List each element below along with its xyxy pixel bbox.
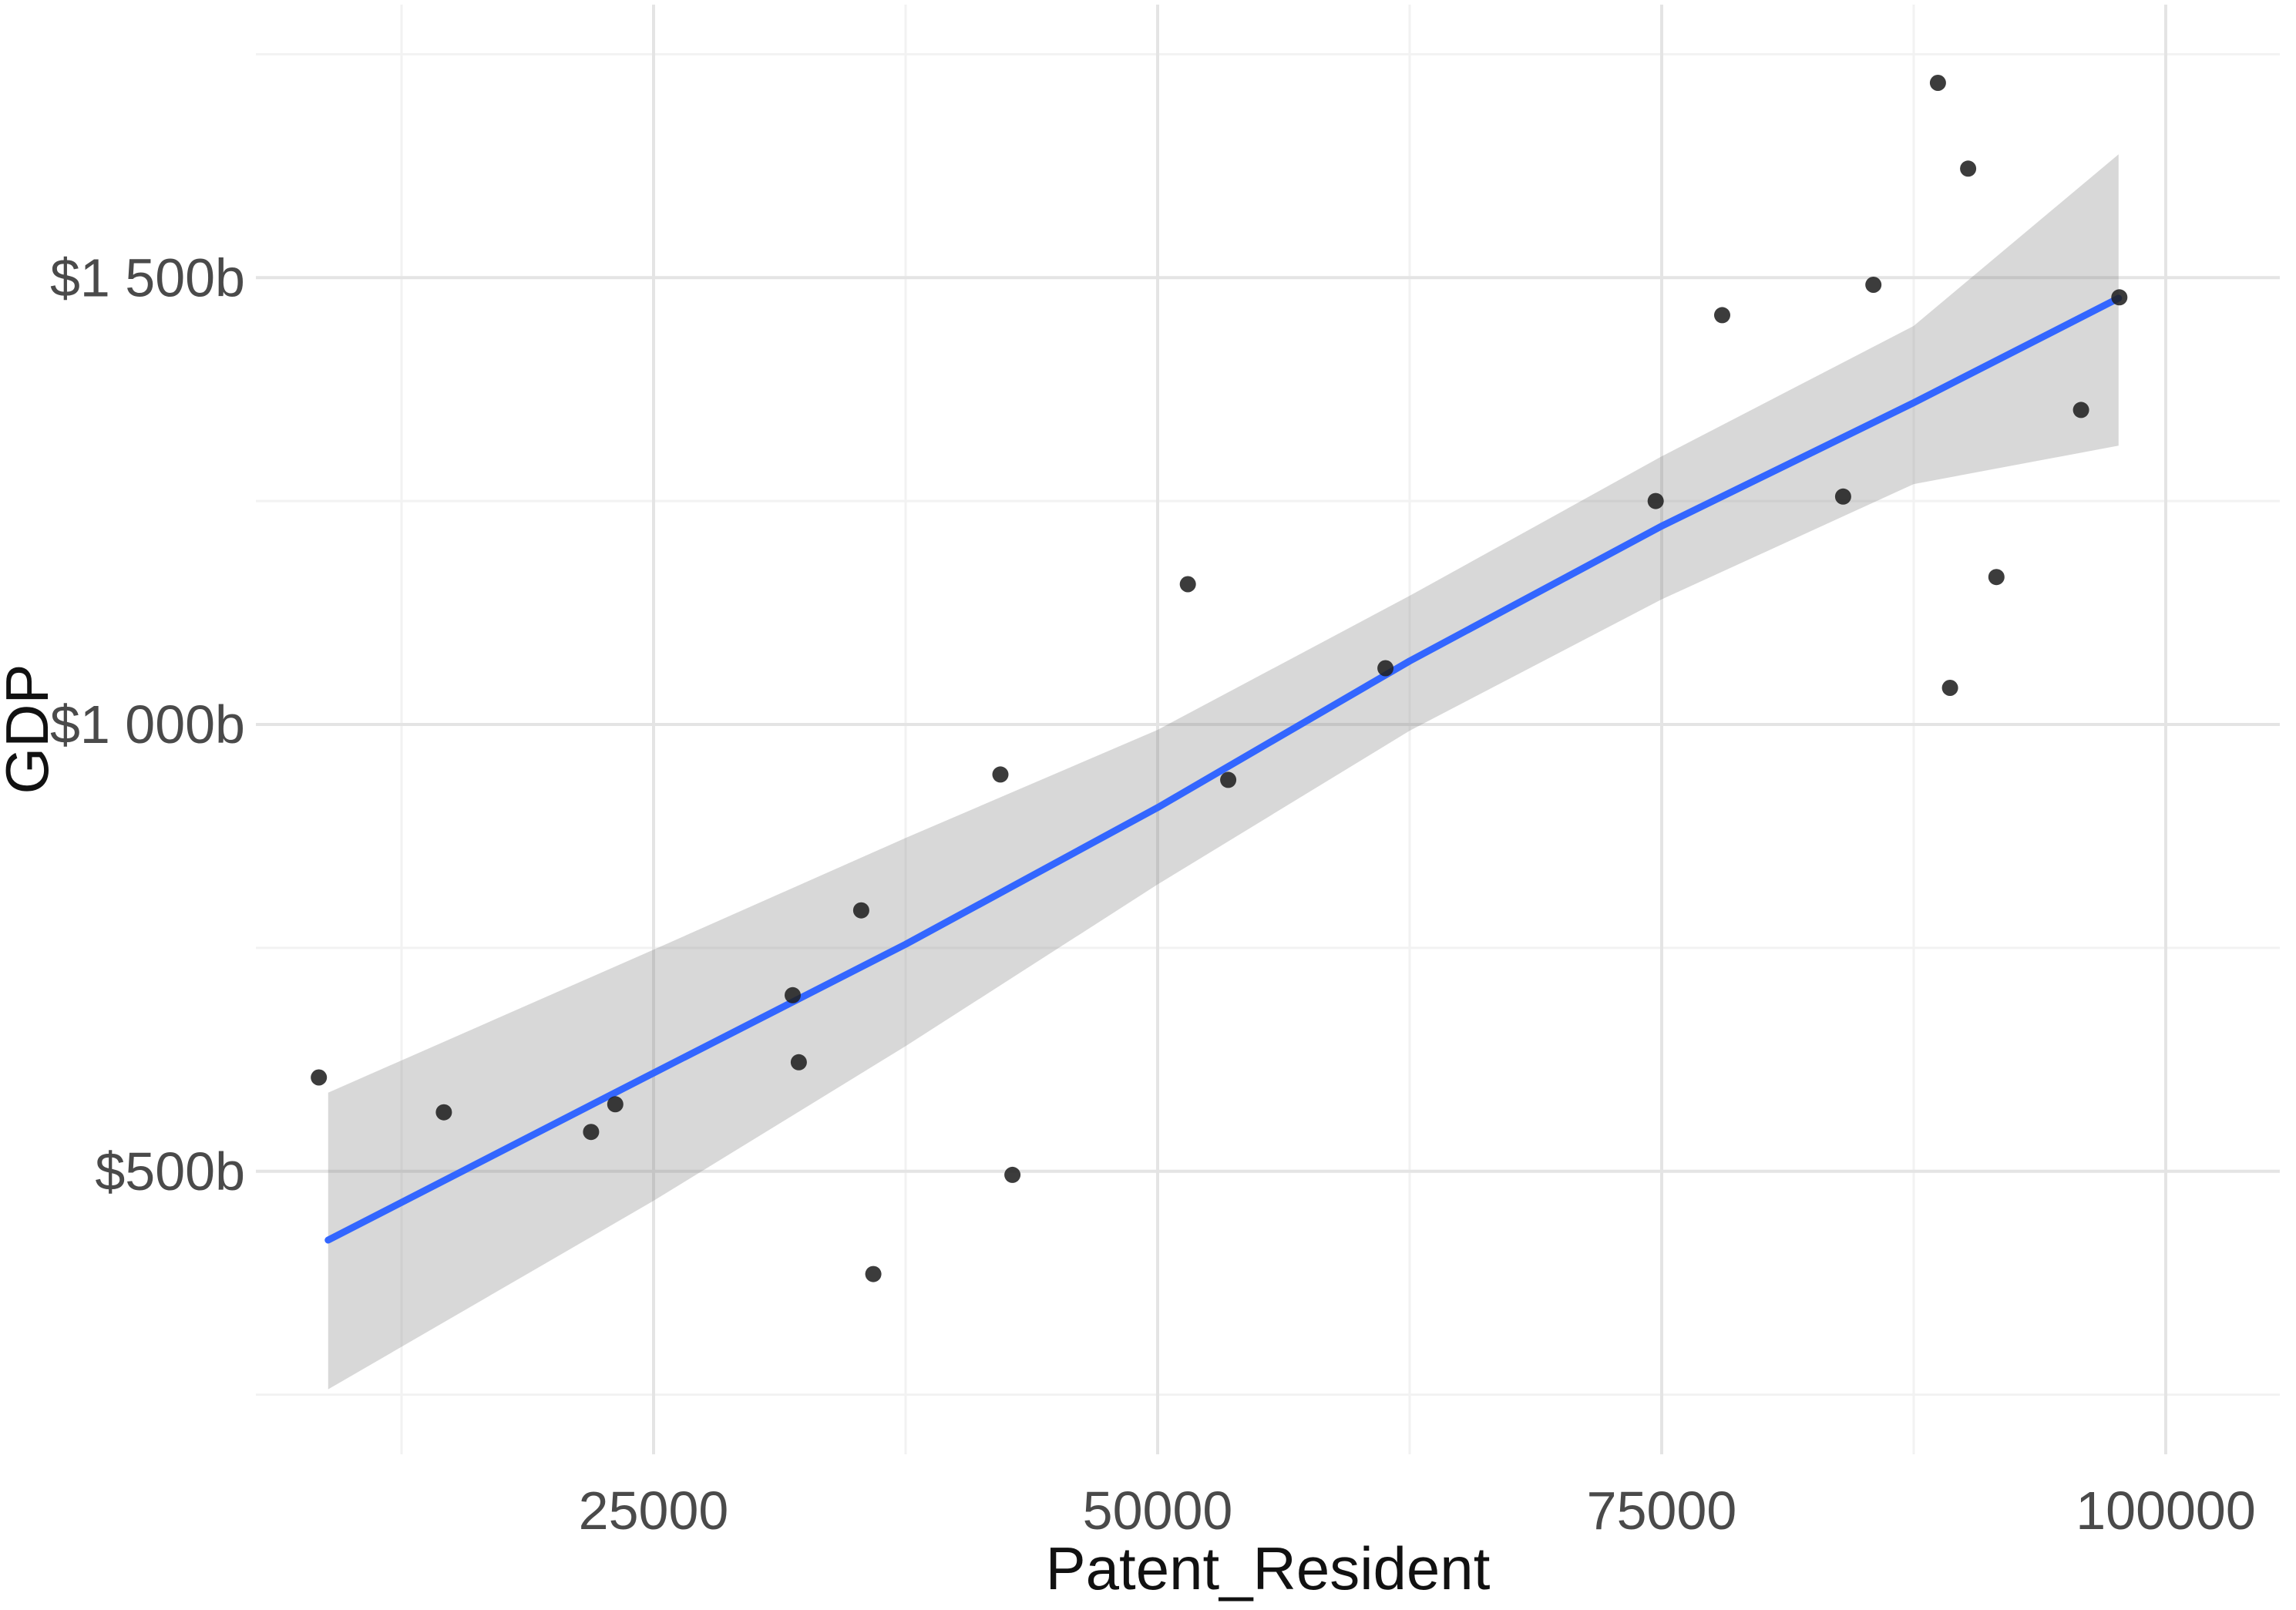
data-point bbox=[785, 987, 801, 1003]
x-tick-label: 50000 bbox=[1083, 1481, 1233, 1541]
data-point bbox=[1647, 492, 1664, 509]
major-gridlines bbox=[256, 5, 2280, 1454]
data-point bbox=[1714, 307, 1730, 324]
data-point bbox=[790, 1054, 807, 1071]
scatter-points bbox=[311, 75, 2128, 1282]
y-axis-tick-labels: $500b $1 000b $1 500b bbox=[50, 247, 245, 1202]
y-tick-label: $1 500b bbox=[50, 247, 245, 308]
x-tick-label: 75000 bbox=[1587, 1481, 1737, 1541]
data-point bbox=[435, 1104, 452, 1121]
x-axis-title: Patent_Resident bbox=[1046, 1534, 1491, 1602]
y-tick-label: $1 000b bbox=[50, 694, 245, 755]
x-axis-tick-labels: 25000 50000 75000 100000 bbox=[579, 1481, 2256, 1541]
data-point bbox=[865, 1265, 882, 1282]
data-point bbox=[311, 1069, 328, 1086]
minor-gridlines bbox=[256, 5, 2280, 1454]
data-point bbox=[1988, 569, 2005, 586]
data-point bbox=[583, 1124, 600, 1141]
data-point bbox=[1179, 576, 1196, 593]
data-point bbox=[1004, 1166, 1021, 1183]
data-point bbox=[992, 766, 1009, 783]
data-point bbox=[2111, 289, 2128, 306]
y-axis-title: GDP bbox=[0, 664, 61, 794]
data-point bbox=[1220, 771, 1237, 788]
data-point bbox=[2072, 402, 2089, 418]
data-point bbox=[852, 902, 869, 919]
data-point bbox=[1941, 680, 1958, 696]
x-tick-label: 100000 bbox=[2076, 1481, 2256, 1541]
data-point bbox=[1929, 75, 1946, 91]
data-point bbox=[1834, 488, 1851, 505]
regression-line bbox=[324, 294, 2123, 1244]
x-tick-label: 25000 bbox=[579, 1481, 729, 1541]
data-point bbox=[1865, 277, 1882, 293]
y-tick-label: $500b bbox=[95, 1141, 245, 1202]
data-point bbox=[1377, 660, 1394, 677]
data-point bbox=[607, 1096, 624, 1113]
data-point bbox=[1960, 160, 1977, 177]
